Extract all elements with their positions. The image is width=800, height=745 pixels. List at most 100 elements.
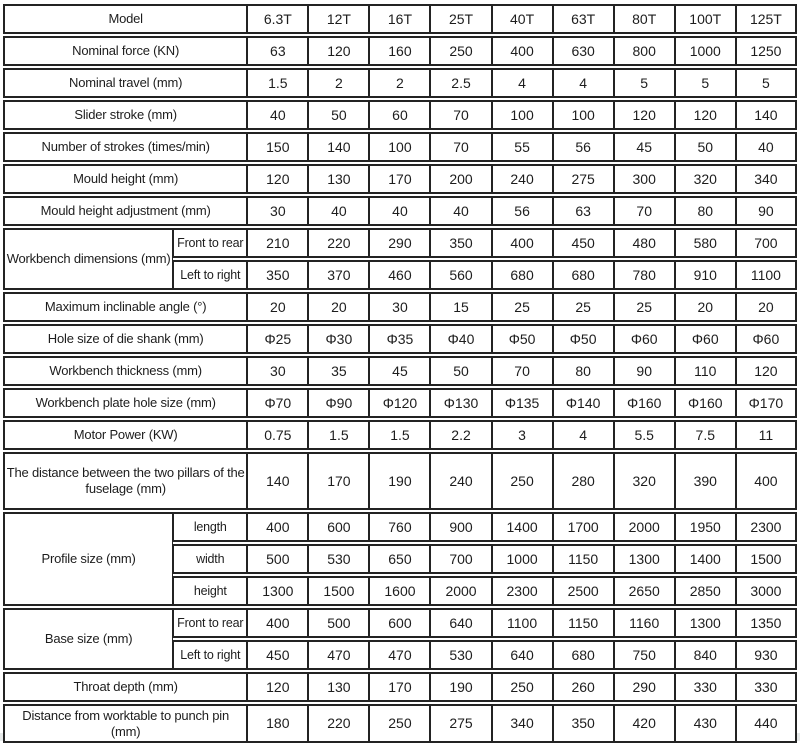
value-cell: 400	[491, 36, 553, 66]
value-cell: 130	[308, 164, 370, 194]
value-cell: 70	[430, 100, 492, 130]
spec-row: Left to right 350 370 460 560 680 680 780 910 110…	[3, 260, 797, 290]
value-cell: 4	[552, 68, 614, 98]
value-cell: 55	[491, 132, 553, 162]
value-cell: Φ40	[430, 324, 492, 354]
sub-label-cell: length	[173, 512, 248, 542]
value-cell: 4	[552, 420, 614, 450]
value-cell: 910	[674, 260, 736, 290]
value-cell: 350	[552, 704, 614, 744]
value-cell: 56	[491, 196, 553, 226]
value-cell: 45	[369, 356, 431, 386]
value-cell: 3	[491, 420, 553, 450]
value-cell: 250	[430, 36, 492, 66]
value-cell: 160	[369, 36, 431, 66]
value-cell: 650	[369, 544, 431, 574]
value-cell: 170	[369, 672, 431, 702]
value-cell: 40	[430, 196, 492, 226]
row-label-cell: Distance from worktable to punch pin (mm…	[3, 704, 248, 744]
value-cell: 480	[613, 228, 675, 258]
value-cell: 190	[430, 672, 492, 702]
value-cell: 45	[613, 132, 675, 162]
value-cell: 320	[613, 452, 675, 510]
value-cell: Φ70	[247, 388, 309, 418]
value-cell: 400	[491, 228, 553, 258]
value-cell: Φ120	[369, 388, 431, 418]
value-cell: 560	[430, 260, 492, 290]
value-cell: 780	[613, 260, 675, 290]
value-cell: 1150	[552, 544, 614, 574]
value-cell: 2	[308, 68, 370, 98]
value-cell: Φ140	[552, 388, 614, 418]
value-cell: 90	[613, 356, 675, 386]
value-cell: 20	[308, 292, 370, 322]
value-cell: 750	[613, 640, 675, 670]
value-cell: 1500	[735, 544, 797, 574]
value-cell: 2300	[491, 576, 553, 606]
row-label-cell: Workbench plate hole size (mm)	[3, 388, 248, 418]
value-cell: 2500	[552, 576, 614, 606]
value-cell: 2300	[735, 512, 797, 542]
value-cell: 7.5	[674, 420, 736, 450]
row-label-cell: Number of strokes (times/min)	[3, 132, 248, 162]
value-cell: 330	[735, 672, 797, 702]
value-cell: 190	[369, 452, 431, 510]
value-cell: 15	[430, 292, 492, 322]
column-header-cell: 80T	[613, 4, 675, 34]
sub-label-cell: Left to right	[173, 260, 248, 290]
sub-label-cell: Front to rear	[173, 608, 248, 638]
value-cell: Φ170	[735, 388, 797, 418]
value-cell: 1350	[735, 608, 797, 638]
value-cell: 140	[247, 452, 309, 510]
value-cell: 470	[308, 640, 370, 670]
value-cell: 1400	[674, 544, 736, 574]
value-cell: 350	[430, 228, 492, 258]
spec-row: Workbench thickness (mm) 30 35 45 50 70 80 90 11…	[3, 356, 797, 386]
value-cell: 800	[613, 36, 675, 66]
value-cell: Φ25	[247, 324, 309, 354]
sub-label-cell: width	[173, 544, 248, 574]
value-cell: 150	[247, 132, 309, 162]
value-cell: 2850	[674, 576, 736, 606]
value-cell: 280	[552, 452, 614, 510]
value-cell: 170	[308, 452, 370, 510]
value-cell: 340	[491, 704, 553, 744]
row-label-cell: Nominal travel (mm)	[3, 68, 248, 98]
value-cell: 470	[369, 640, 431, 670]
column-header-cell: 125T	[735, 4, 797, 34]
value-cell: 1700	[552, 512, 614, 542]
value-cell: 1950	[674, 512, 736, 542]
spec-row: Workbench plate hole size (mm) Φ70 Φ90 Φ120…	[3, 388, 797, 418]
value-cell: 120	[247, 672, 309, 702]
value-cell: 100	[369, 132, 431, 162]
value-cell: 110	[674, 356, 736, 386]
spec-row: Left to right 450 470 470 530 640 680 750 840 930	[3, 640, 797, 670]
spec-row: Throat depth (mm) 120 130 170 190 250 260 290 33…	[3, 672, 797, 702]
value-cell: 840	[674, 640, 736, 670]
spec-table: Model 6.3T 12T 16T 25T 40T 63T 80T 100T 125T Nomin…	[3, 2, 797, 745]
value-cell: 40	[369, 196, 431, 226]
value-cell: Φ135	[491, 388, 553, 418]
value-cell: 120	[674, 100, 736, 130]
value-cell: 400	[247, 512, 309, 542]
value-cell: 370	[308, 260, 370, 290]
row-label-cell: Motor Power (KW)	[3, 420, 248, 450]
value-cell: 400	[735, 452, 797, 510]
row-label-cell: Workbench thickness (mm)	[3, 356, 248, 386]
value-cell: 630	[552, 36, 614, 66]
row-label-cell: Nominal force (KN)	[3, 36, 248, 66]
spec-row: Distance from worktable to punch pin (mm…	[3, 704, 797, 744]
value-cell: 1250	[735, 36, 797, 66]
spec-row: Workbench dimensions (mm) Front to rear 21…	[3, 228, 797, 290]
value-cell: 210	[247, 228, 309, 258]
value-cell: Φ50	[491, 324, 553, 354]
value-cell: 40	[308, 196, 370, 226]
value-cell: 275	[430, 704, 492, 744]
sub-label-cell: Left to right	[173, 640, 248, 670]
value-cell: 290	[369, 228, 431, 258]
value-cell: 1300	[674, 608, 736, 638]
value-cell: 900	[430, 512, 492, 542]
value-cell: 20	[735, 292, 797, 322]
value-cell: Φ160	[613, 388, 675, 418]
